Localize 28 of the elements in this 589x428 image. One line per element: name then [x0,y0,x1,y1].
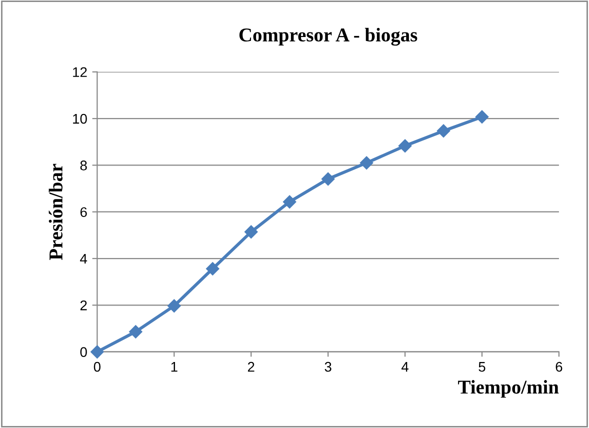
y-tick-label: 8 [80,160,87,170]
x-tick-label: 4 [401,362,408,372]
y-tick-label: 12 [73,67,87,77]
point [129,325,142,338]
point [436,124,450,138]
y-tick-label: 4 [80,254,88,264]
x-tick-label: 5 [478,362,486,372]
point [168,299,181,312]
chart-title: Compresor A - biogas [239,28,418,46]
x-tick-label: 6 [556,362,562,372]
y-tick-label: 0 [80,347,87,357]
x-tick-label: 2 [248,362,254,372]
point [90,345,104,358]
point [475,110,489,124]
x-tick-label: 3 [324,362,332,372]
point [206,262,220,276]
point [360,156,374,170]
point [398,139,412,152]
point [244,225,258,239]
y-tick-label: 10 [73,114,87,124]
x-tick-label: 0 [94,362,101,372]
x-axis-title: Tiempo/min [458,380,559,398]
y-tick-label: 6 [80,207,87,218]
point [321,172,335,186]
y-tick-label: 2 [80,300,87,310]
y-axis-title: Presión/bar [48,164,63,260]
point [283,195,296,208]
x-tick-label: 1 [171,362,178,372]
